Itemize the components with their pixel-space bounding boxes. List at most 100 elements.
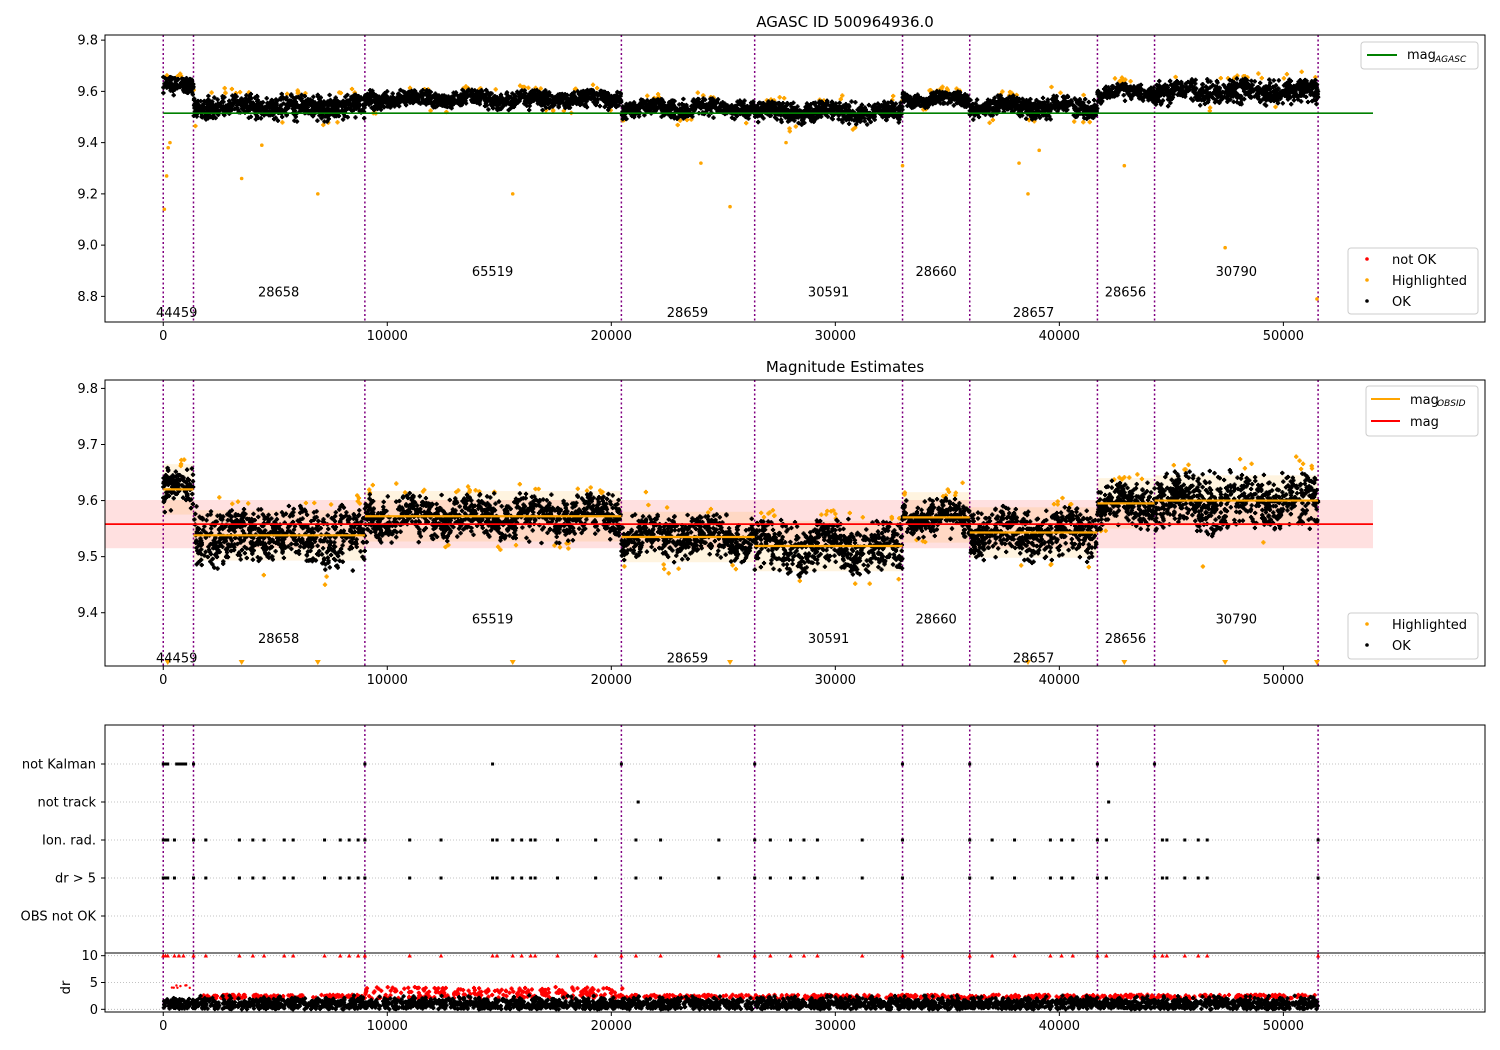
legend-label: mag — [1410, 393, 1439, 408]
flag-point — [347, 876, 351, 880]
y-tick-label: 9.4 — [77, 136, 98, 151]
x-tick-label: 40000 — [1039, 329, 1080, 344]
flag-point — [282, 876, 286, 880]
legend-dot-swatch — [1365, 278, 1369, 282]
flag-point — [860, 838, 864, 842]
dr-flagged-marker — [658, 953, 663, 958]
flag-point — [1183, 838, 1187, 842]
dr-flagged-marker — [490, 953, 495, 958]
dr-flagged-marker — [801, 953, 807, 958]
dr-flagged-marker — [338, 953, 343, 958]
obsid-label: 28660 — [915, 612, 956, 627]
dr-flagged-marker — [716, 953, 722, 958]
flag-point — [717, 876, 721, 880]
obsid-label: 30790 — [1216, 265, 1257, 280]
legend-frame — [1360, 41, 1479, 70]
flag-point — [291, 876, 295, 880]
x-tick-label: 30000 — [815, 673, 856, 688]
legend-label: OK — [1392, 639, 1411, 654]
outlier-point — [728, 204, 732, 209]
flags-panel: not Kalman not track Ion. rad. dr > 5 OBS no… — [21, 724, 1486, 954]
dr-flagged-marker — [203, 953, 209, 958]
y-axis-label: dr — [59, 980, 74, 994]
dr-flagged-marker — [1012, 953, 1017, 958]
y-tick-label: 9.2 — [77, 187, 98, 202]
legend-label: mag — [1410, 415, 1439, 430]
flag-point — [968, 838, 972, 842]
obsid-label: 65519 — [472, 612, 513, 627]
obsid-label: 65519 — [472, 265, 513, 280]
obsid-label: 28658 — [258, 285, 299, 300]
y-tick-label: 9.7 — [77, 438, 98, 453]
outlier-point — [164, 174, 169, 178]
flag-category-label: dr > 5 — [55, 872, 96, 887]
x-tick-label: 20000 — [591, 329, 632, 344]
below-range-marker — [1313, 660, 1320, 665]
dr-flagged-marker — [165, 953, 170, 958]
dr-flagged-marker — [176, 953, 182, 958]
dr-flagged-marker — [768, 953, 773, 958]
flag-point — [282, 838, 286, 842]
y-tick-label: 9.6 — [77, 494, 98, 509]
flag-point — [1013, 876, 1017, 880]
flag-point — [408, 876, 412, 880]
flag-category-label: OBS not OK — [21, 910, 97, 925]
plot-area — [105, 725, 1485, 953]
dr-flagged-marker — [282, 953, 287, 958]
flag-point — [1205, 876, 1209, 880]
obsid-label: 28657 — [1013, 306, 1054, 321]
flag-point — [262, 876, 266, 880]
flag-point — [753, 762, 757, 766]
y-tick-label: 10 — [81, 949, 98, 964]
flag-point — [511, 876, 515, 880]
flag-point — [789, 876, 793, 880]
flag-point — [636, 800, 640, 804]
dr-flagged-marker — [346, 953, 352, 958]
flag-point — [191, 762, 195, 766]
below-range-marker — [238, 660, 245, 665]
y-tick-label: 5 — [90, 976, 98, 991]
flag-point — [619, 762, 623, 766]
flag-point — [1095, 876, 1099, 880]
flag-point — [323, 876, 327, 880]
dr-flagged-marker — [555, 953, 560, 958]
flag-point — [1060, 876, 1064, 880]
legend-label: OK — [1392, 295, 1411, 310]
legend-label: not OK — [1392, 253, 1437, 268]
dr-flagged-marker — [1059, 953, 1064, 958]
flag-point — [1071, 838, 1075, 842]
flag-point — [1165, 838, 1169, 842]
x-tick-label: 20000 — [591, 673, 632, 688]
obsid-label: 28660 — [915, 265, 956, 280]
flag-point — [495, 838, 499, 842]
flag-point — [1013, 838, 1017, 842]
dr-flagged-marker — [290, 953, 296, 958]
x-tick-label: 10000 — [367, 673, 408, 688]
axes-frame — [104, 724, 1486, 954]
flag-point — [363, 838, 367, 842]
flag-point — [802, 838, 806, 842]
flag-point — [363, 762, 367, 766]
axes-frame — [104, 379, 1486, 667]
legend-subscript: AGASC — [1434, 55, 1467, 65]
dr-high-point — [176, 986, 179, 989]
flag-point — [556, 838, 560, 842]
x-tick-label: 40000 — [1039, 673, 1080, 688]
flag-point — [163, 876, 167, 880]
dr-flagged-marker — [172, 953, 177, 958]
flag-point — [511, 838, 515, 842]
obsid-label: 30790 — [1216, 612, 1257, 627]
flag-point — [363, 876, 367, 880]
flag-point — [634, 876, 638, 880]
dr-flagged-marker — [815, 953, 820, 958]
flag-point — [990, 876, 994, 880]
flag-point — [717, 838, 721, 842]
flag-point — [184, 762, 188, 766]
flag-point — [347, 838, 351, 842]
x-tick-label: 30000 — [815, 1019, 856, 1034]
flag-point — [181, 762, 185, 766]
plot-area — [105, 380, 1373, 666]
legend-label: Highlighted — [1392, 618, 1467, 633]
dr-flagged-marker — [1104, 953, 1109, 958]
dr-flagged-marker — [191, 953, 196, 958]
